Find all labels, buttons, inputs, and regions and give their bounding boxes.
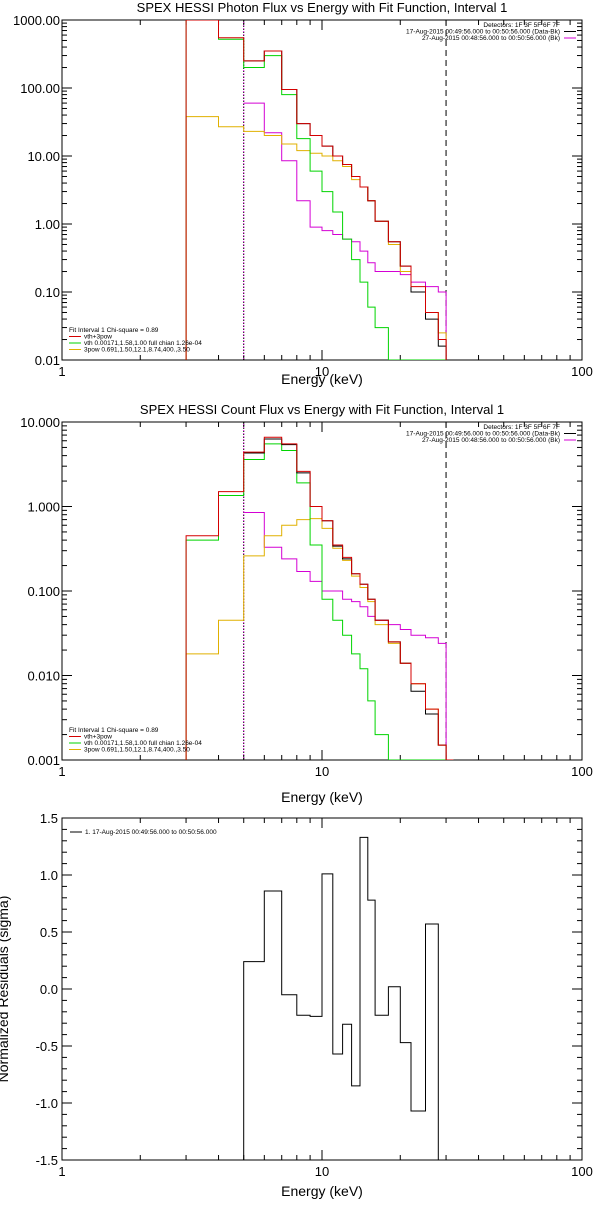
y-axis: 0.001 0.010 0.100 1.000 10.000 [20, 415, 582, 768]
legend-entry: vth 0.00171,1.58,1.00 full chian 1.26e-0… [84, 740, 202, 747]
x-axis: 1 10 100 [58, 20, 593, 379]
y-tick-label: 1.000 [27, 500, 60, 515]
x-tick-label: 10 [315, 764, 329, 779]
legend-title: Fit Interval 1 Chi-square = 0.89 [69, 327, 159, 334]
x-axis: 1 10 100 [58, 818, 593, 1179]
chart-title: SPEX HESSI Photon Flux vs Energy with Fi… [137, 0, 508, 15]
y-axis-label: Normalized Residuals (sigma) [0, 896, 11, 1083]
x-tick-label: 100 [571, 364, 593, 379]
header-line: Detectors: 1F 3F 5F 6F 7F [483, 22, 560, 29]
y-tick-label: 10.000 [20, 415, 60, 430]
series-3pow-line [185, 518, 454, 760]
series-vth-3pow-line [185, 20, 447, 360]
y-axis: -1.5 -1.0 -0.5 0.0 0.5 1.0 1.5 [36, 811, 582, 1168]
x-tick-label: 100 [571, 764, 593, 779]
y-axis: 0.01 0.10 1.00 10.00 100.00 1000.00 [13, 13, 582, 368]
y-tick-label: 10.00 [27, 149, 60, 164]
y-tick-label: 0.0 [40, 982, 58, 997]
series-bk-line [243, 512, 447, 760]
series-vth-line [185, 443, 454, 760]
legend-entry: vth+3pow [84, 734, 112, 741]
header-line: 17-Aug-2015 00:49:56.000 to 00:50:56.000… [406, 431, 560, 438]
y-tick-label: -0.5 [36, 1039, 58, 1054]
legend-entry: vth+3pow [84, 334, 112, 341]
header-line: 17-Aug-2015 00:49:56.000 to 00:50:56.000… [406, 29, 560, 36]
y-tick-label: 1.0 [40, 868, 58, 883]
header-line: 27-Aug-2015 00:48:56.000 to 00:50:56.000… [422, 437, 560, 444]
x-axis-label: Energy (keV) [281, 1183, 363, 1199]
series-data-line [243, 50, 447, 360]
legend-title: Fit Interval 1 Chi-square = 0.89 [69, 727, 159, 734]
y-tick-label: 0.010 [27, 669, 60, 684]
chart-panel-1: SPEX HESSI Photon Flux vs Energy with Fi… [13, 0, 593, 387]
series-group [243, 836, 439, 1160]
series-bk-line [243, 102, 447, 360]
y-tick-label: 0.100 [27, 584, 60, 599]
chart-panel-2: SPEX HESSI Count Flux vs Energy with Fit… [20, 402, 593, 805]
legend: Fit Interval 1 Chi-square = 0.89vth+3pow… [69, 327, 202, 354]
x-tick-label: 10 [315, 1164, 329, 1179]
series-vth-3pow-line [185, 436, 454, 760]
series-group [185, 436, 454, 760]
series-vth-line [185, 20, 447, 360]
y-tick-label: 0.5 [40, 925, 58, 940]
legend: 1. 17-Aug-2015 00:49:56.000 to 00:50:56.… [70, 829, 217, 836]
y-tick-label: 0.01 [35, 353, 60, 368]
legend: Fit Interval 1 Chi-square = 0.89vth+3pow… [69, 727, 202, 754]
y-tick-label: -1.0 [36, 1096, 58, 1111]
y-tick-label: 0.001 [27, 753, 60, 768]
x-tick-label: 1 [58, 764, 65, 779]
x-tick-label: 1 [58, 1164, 65, 1179]
header-line: Detectors: 1F 3F 5F 6F 7F [483, 424, 560, 431]
x-tick-label: 1 [58, 364, 65, 379]
x-axis-label: Energy (keV) [281, 371, 363, 387]
y-tick-label: 1000.00 [13, 13, 60, 28]
legend-entry: 3pow 0.691,1.50,12.1,8.74,400.,3.50 [84, 747, 190, 754]
y-tick-label: 100.00 [20, 81, 60, 96]
y-tick-label: 1.00 [35, 217, 60, 232]
x-axis: 1 10 100 [58, 422, 593, 779]
y-tick-label: -1.5 [36, 1153, 58, 1168]
header-line: 27-Aug-2015 00:48:56.000 to 00:50:56.000… [422, 35, 560, 42]
legend-entry: 3pow 0.691,1.50,12.1,8.74,400.,3.50 [84, 347, 190, 354]
chart-title: SPEX HESSI Count Flux vs Energy with Fit… [140, 402, 504, 417]
series-group [185, 20, 447, 360]
x-tick-label: 100 [571, 1164, 593, 1179]
series-1-17-aug-2015-00-49-56-000-to-00-50-56-000-line [243, 836, 439, 1160]
x-axis-label: Energy (keV) [281, 789, 363, 805]
y-tick-label: 1.5 [40, 811, 58, 826]
y-tick-label: 0.10 [35, 285, 60, 300]
x-tick-label: 10 [315, 364, 329, 379]
legend-entry: 1. 17-Aug-2015 00:49:56.000 to 00:50:56.… [85, 829, 217, 836]
legend-entry: vth 0.00171,1.58,1.00 full chian 1.26e-0… [84, 340, 202, 347]
series-3pow-line [185, 116, 447, 360]
